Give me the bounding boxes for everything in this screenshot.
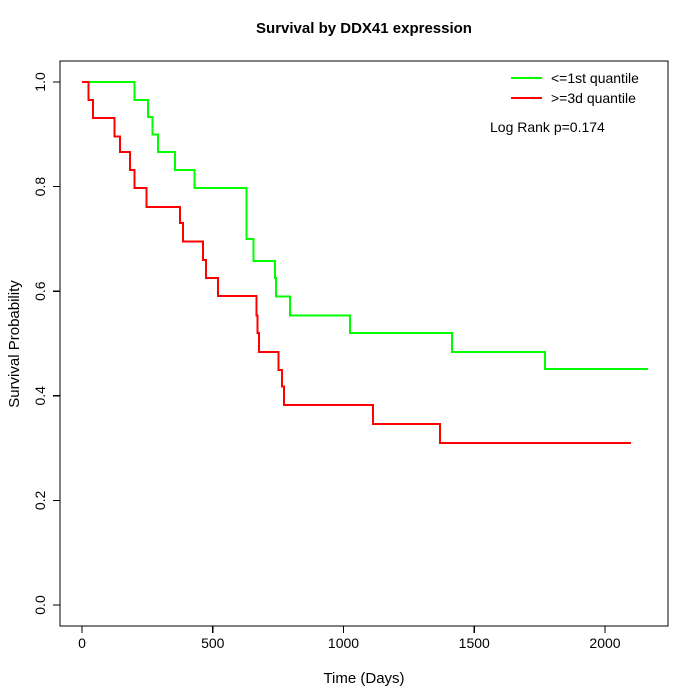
- plot-box: [59, 60, 669, 627]
- legend-line-red: [511, 97, 542, 99]
- y-axis-title: Survival Probability: [6, 280, 23, 408]
- x-axis-tick-label: 500: [201, 635, 225, 651]
- y-axis-tick-label: 0.4: [32, 386, 48, 406]
- y-axis-tick-label: 0.0: [32, 595, 48, 615]
- y-axis-tick-label: 0.6: [32, 281, 48, 301]
- chart-title: Survival by DDX41 expression: [256, 20, 472, 37]
- legend-line-green: [511, 77, 542, 79]
- log-rank-p-value: Log Rank p=0.174: [490, 119, 605, 135]
- y-axis-tick-label: 0.2: [32, 490, 48, 510]
- x-axis-tick-label: 0: [78, 635, 86, 651]
- legend-label-first-quantile: <=1st quantile: [551, 70, 639, 86]
- x-axis-tick-label: 1000: [328, 635, 359, 651]
- legend-entry-first-quantile: <=1st quantile: [490, 68, 639, 88]
- km-curve-first-quantile: [82, 81, 649, 371]
- y-axis-tick-label: 0.8: [32, 177, 48, 197]
- legend-entry-third-quantile: >=3d quantile: [490, 88, 639, 108]
- legend: <=1st quantile >=3d quantile Log Rank p=…: [490, 68, 639, 137]
- km-curve-third-quantile: [82, 81, 632, 444]
- x-axis-tick-label: 2000: [589, 635, 620, 651]
- x-axis-title: Time (Days): [323, 670, 405, 687]
- legend-label-third-quantile: >=3d quantile: [551, 90, 636, 106]
- y-axis-tick-label: 1.0: [32, 72, 48, 92]
- x-axis-tick-label: 1500: [459, 635, 490, 651]
